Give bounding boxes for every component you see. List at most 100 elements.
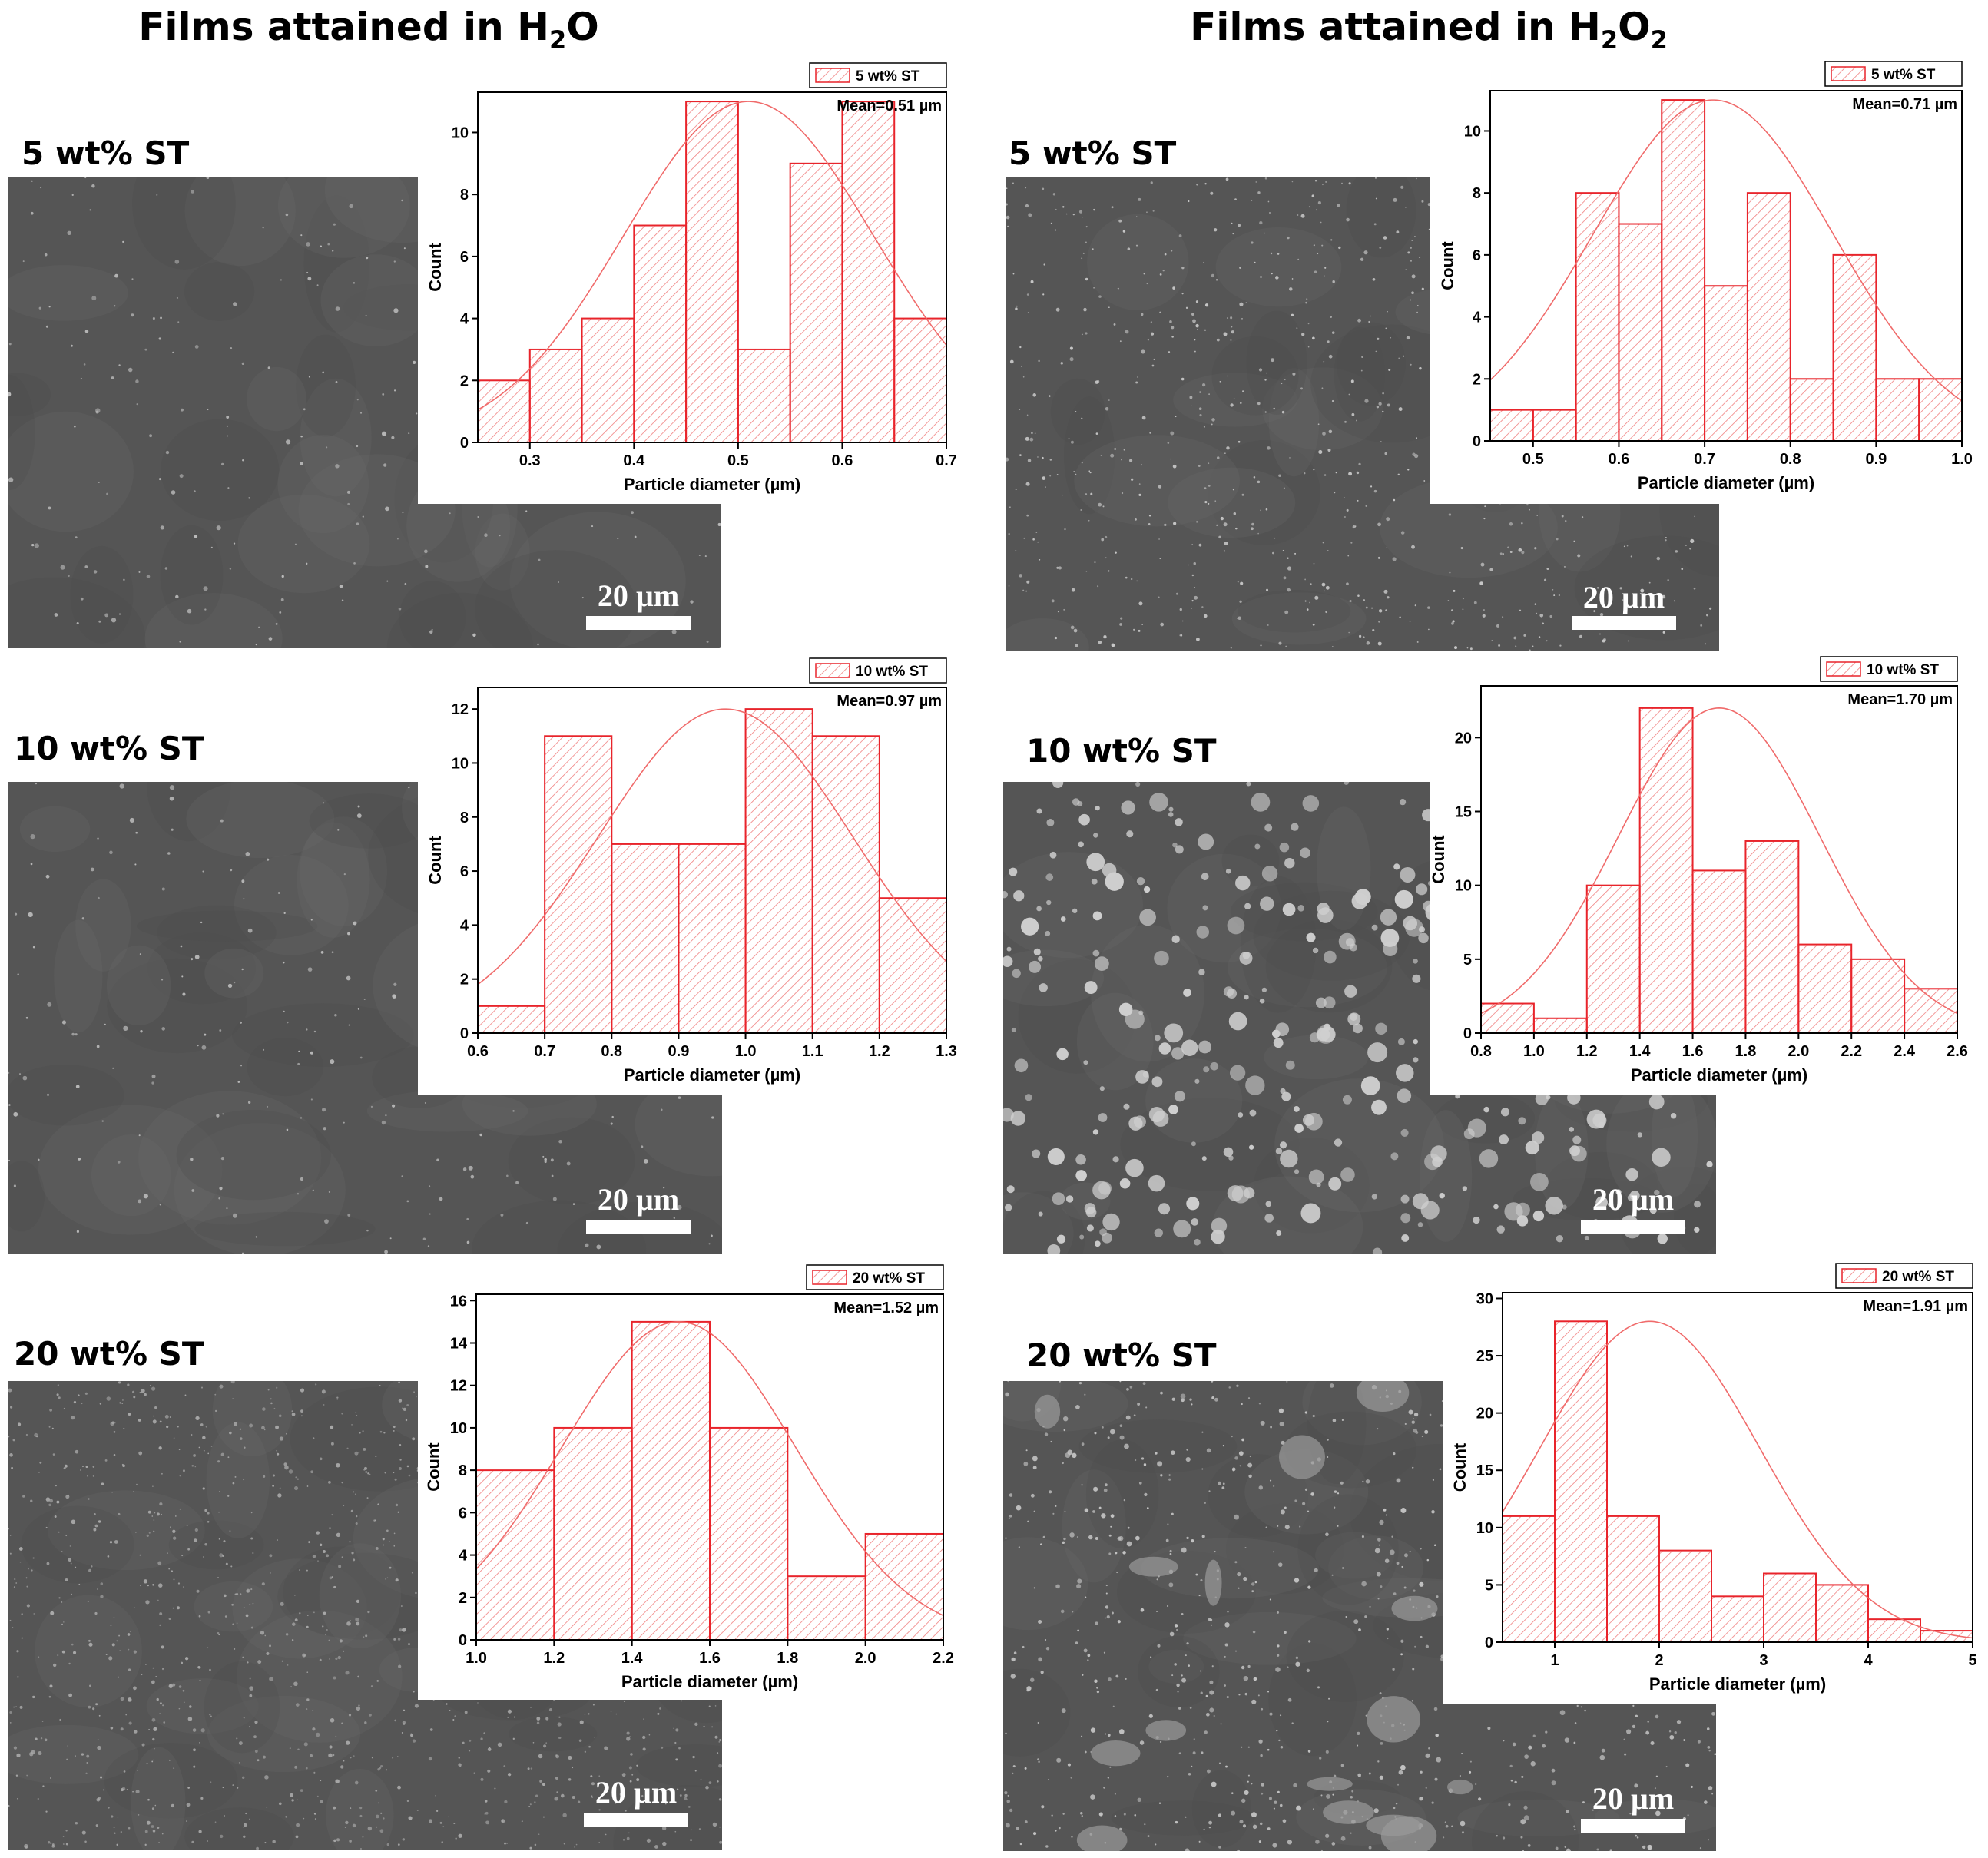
- sem-particle: [1231, 1436, 1233, 1438]
- sem-particle: [160, 525, 164, 530]
- sem-particle: [1056, 566, 1059, 569]
- sem-particle: [1362, 1480, 1364, 1483]
- sem-particle: [1185, 306, 1188, 309]
- sem-particle: [187, 608, 192, 614]
- sem-particle: [1241, 1665, 1245, 1670]
- sem-particle: [25, 1016, 28, 1019]
- sem-particle: [1231, 1792, 1234, 1794]
- sem-particle: [1317, 1686, 1320, 1689]
- sem-particle: [219, 1186, 223, 1191]
- sem-particle: [1405, 207, 1407, 208]
- sem-particle: [1356, 471, 1360, 475]
- sem-particle: [1090, 492, 1093, 495]
- sem-particle: [46, 1562, 50, 1565]
- sem-patch: [91, 1134, 171, 1217]
- sem-particle: [1013, 1651, 1017, 1654]
- sem-particle: [86, 1754, 90, 1758]
- sem-particle: [385, 1114, 387, 1117]
- sem-patch: [237, 494, 370, 594]
- sem-particle: [1254, 261, 1256, 263]
- sem-particle: [1063, 608, 1065, 611]
- sem-particle: [15, 912, 18, 916]
- sem-particle: [85, 1772, 88, 1774]
- sem-particle: [138, 1419, 141, 1422]
- column-title-subscript: 2: [1600, 25, 1619, 55]
- sem-particle: [30, 863, 33, 866]
- sem-particle: [1103, 635, 1107, 639]
- sem-particle: [1118, 219, 1122, 223]
- sem-patch: [204, 948, 264, 999]
- sem-particle: [210, 1715, 212, 1717]
- sem-particle: [1275, 1667, 1281, 1672]
- sem-particle: [1348, 182, 1351, 185]
- sem-particle: [435, 1794, 436, 1797]
- sem-particle: [1460, 1820, 1466, 1827]
- sem-particle: [266, 1651, 270, 1656]
- sem-particle: [1019, 454, 1022, 457]
- sem-particle: [104, 613, 109, 618]
- sem-particle: [12, 1626, 14, 1628]
- sem-particle: [1478, 1797, 1482, 1801]
- sem-particle: [1018, 1546, 1020, 1548]
- sem-particle: [1313, 562, 1315, 565]
- sem-particle: [355, 1412, 357, 1413]
- sem-particle: [1181, 1547, 1187, 1553]
- sem-particle: [181, 1554, 184, 1557]
- sem-particle: [1473, 601, 1477, 604]
- sem-particle: [1211, 273, 1214, 278]
- sem-particle: [104, 1459, 108, 1462]
- sem-particle: [128, 1668, 131, 1671]
- sem-particle: [1675, 550, 1678, 553]
- sem-particle: [1272, 551, 1274, 555]
- sem-particle: [1005, 1392, 1009, 1397]
- sem-particle: [243, 1826, 245, 1828]
- sem-particle: [1224, 452, 1226, 454]
- sem-particle: [1154, 1035, 1161, 1042]
- sem-particle: [1445, 1824, 1449, 1828]
- sem-particle: [253, 1735, 257, 1739]
- sem-particle: [1654, 1189, 1660, 1196]
- sem-particle: [1234, 1456, 1238, 1460]
- sem-particle: [127, 1697, 132, 1702]
- sem-particle: [1300, 847, 1310, 859]
- sem-particle: [1194, 339, 1196, 341]
- sem-patch: [8, 1724, 139, 1784]
- sem-particle: [466, 1240, 470, 1244]
- sem-particle: [1160, 1474, 1163, 1477]
- sem-particle: [82, 1466, 84, 1468]
- sem-particle: [1317, 903, 1330, 916]
- sem-particle: [241, 879, 245, 883]
- sem-particle: [151, 1807, 154, 1810]
- sem-particle: [343, 1505, 345, 1507]
- sem-particle: [1552, 589, 1554, 591]
- sem-particle: [8, 343, 12, 346]
- sem-particle: [386, 1529, 389, 1532]
- sem-particle: [1122, 230, 1126, 233]
- sem-particle: [345, 1820, 349, 1825]
- sem-patch: [147, 782, 231, 842]
- sem-particle: [594, 1736, 595, 1738]
- sem-particle: [544, 1158, 547, 1161]
- sem-particle: [1534, 603, 1537, 605]
- sem-particle: [51, 1427, 54, 1429]
- sem-particle: [379, 1430, 383, 1433]
- sem-particle: [1085, 1596, 1087, 1598]
- sem-particle: [1085, 493, 1088, 495]
- sem-particle: [1627, 640, 1629, 642]
- sem-patch: [1334, 326, 1386, 422]
- sem-particle: [1346, 508, 1349, 512]
- sem-particle: [455, 1837, 457, 1840]
- sem-particle: [1380, 1585, 1383, 1588]
- histogram-bar: [1618, 223, 1663, 442]
- sem-particle: [1307, 323, 1310, 325]
- sem-particle: [151, 1081, 154, 1085]
- sem-particle: [1335, 472, 1337, 474]
- sem-particle: [1251, 522, 1254, 526]
- sem-particle: [386, 1769, 388, 1771]
- sem-particle: [1704, 1800, 1708, 1804]
- sem-particle: [1327, 448, 1331, 452]
- sem-particle: [1016, 1827, 1020, 1830]
- sem-particle: [1105, 406, 1109, 411]
- sem-particle: [712, 1822, 717, 1827]
